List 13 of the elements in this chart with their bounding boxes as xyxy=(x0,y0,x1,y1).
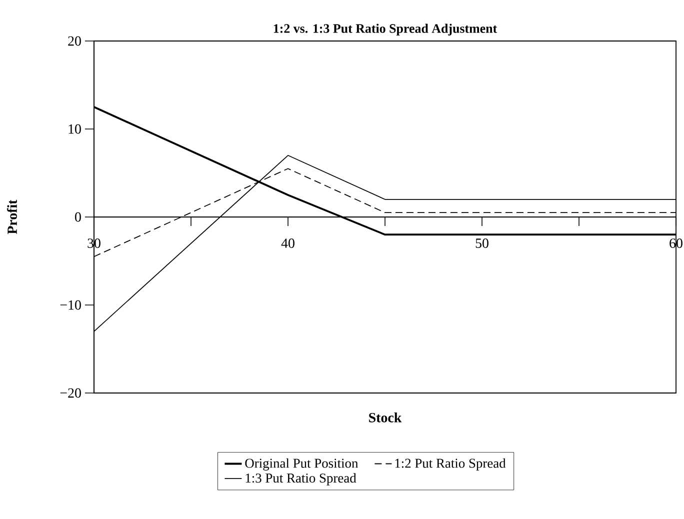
y-tick-label: 20 xyxy=(68,36,81,46)
y-tick-label: −10 xyxy=(60,300,81,310)
x-tick-label: 50 xyxy=(476,238,488,248)
y-axis-title: Profit xyxy=(7,200,17,234)
legend-label: Original Put Position xyxy=(245,458,358,471)
chart-title: 1:2 vs. 1:3 Put Ratio Spread Adjustment xyxy=(274,24,498,36)
x-axis-title: Stock xyxy=(369,412,402,422)
legend-label: 1:2 Put Ratio Spread xyxy=(395,458,506,471)
y-tick-label: −20 xyxy=(60,388,81,398)
legend-label: 1:3 Put Ratio Spread xyxy=(246,473,356,486)
y-tick-label: 10 xyxy=(68,124,81,134)
x-tick-label: 40 xyxy=(281,238,294,248)
y-tick-label: 0 xyxy=(75,212,81,222)
